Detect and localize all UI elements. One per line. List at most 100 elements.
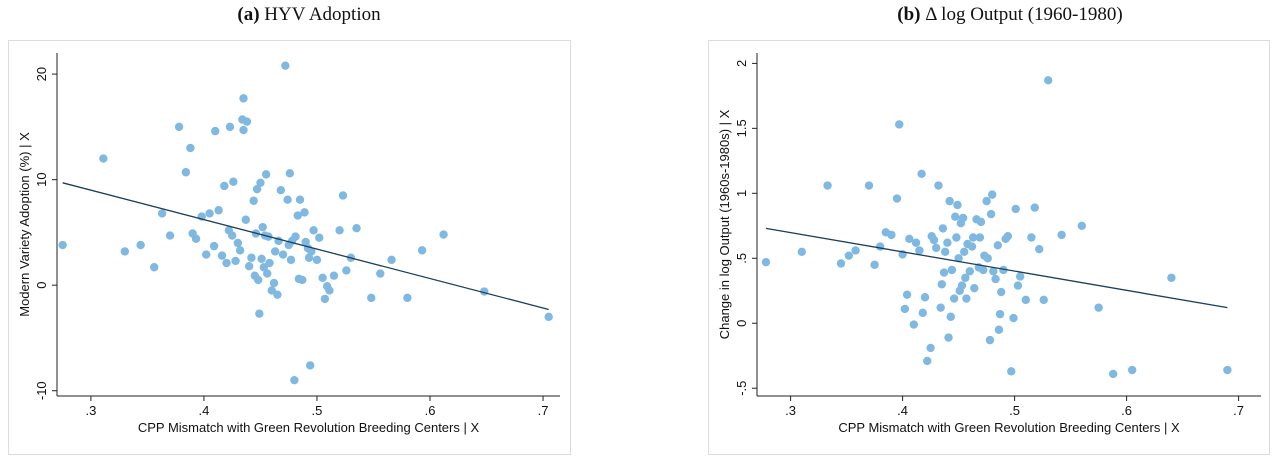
scatter-point [909, 320, 918, 329]
scatter-point [979, 265, 988, 275]
panel-b-title-text: Δ log Output (1960-1980) [925, 4, 1123, 25]
scatter-point [975, 233, 985, 242]
scatter-point [181, 168, 191, 177]
scatter-point [387, 255, 396, 265]
scatter-point [1016, 272, 1025, 281]
scatter-point [295, 195, 305, 204]
scatter-point [996, 287, 1006, 297]
scatter-point [286, 255, 296, 265]
scatter-point [895, 120, 904, 129]
scatter-point [965, 267, 974, 276]
scatter-point [342, 266, 351, 275]
scatter-point [291, 232, 300, 241]
panel-a-title: (a) HYV Adoption [179, 4, 439, 26]
scatter-point [222, 258, 231, 268]
panel-b-title: (b) Δ log Output (1960-1980) [810, 4, 1210, 26]
x-tick-label: .4 [897, 403, 908, 418]
scatter-point [242, 117, 252, 126]
scatter-point [1011, 204, 1020, 214]
scatter-point [202, 250, 211, 259]
scatter-point [229, 177, 238, 186]
scatter-point [823, 181, 832, 190]
y-tick-label: 1.5 [734, 119, 749, 137]
scatter-point [320, 294, 330, 304]
x-axis-label: CPP Mismatch with Green Revolution Breed… [838, 420, 1180, 435]
scatter-point [947, 265, 957, 275]
y-tick-label: 2 [734, 60, 749, 67]
scatter-point [99, 154, 108, 163]
scatter-point [1035, 244, 1044, 254]
scatter-point [352, 223, 361, 233]
scatter-point [278, 250, 288, 259]
scatter-point [960, 247, 969, 256]
scatter-point [244, 261, 254, 271]
scatter-point [263, 269, 272, 278]
scatter-point [276, 186, 286, 195]
scatter-point [999, 265, 1008, 275]
scatter-point [329, 271, 339, 280]
scatter-point [285, 169, 295, 178]
scatter-point [298, 275, 307, 285]
scatter-point [315, 233, 324, 242]
scatter-point [911, 238, 921, 247]
scatter-point [228, 231, 237, 240]
y-tick-label: 1 [734, 190, 749, 197]
scatter-point [269, 278, 279, 288]
y-tick-label: -.5 [734, 381, 749, 396]
scatter-point [1007, 367, 1016, 376]
scatter-point [1021, 295, 1030, 305]
y-tick-label: 0 [734, 320, 749, 327]
scatter-point [937, 280, 946, 289]
scatter-point [257, 254, 266, 263]
scatter-point [905, 234, 914, 243]
scatter-point [887, 230, 896, 240]
scatter-point [367, 293, 376, 303]
scatter-point [191, 234, 201, 243]
scatter-point [290, 375, 299, 385]
scatter-point [967, 242, 977, 251]
scatter-point [1167, 273, 1176, 282]
scatter-point [918, 308, 927, 318]
scatter-point [926, 343, 935, 353]
scatter-point [1128, 365, 1137, 375]
chart-a-svg: .3 .4 .5 .6 .7 -10 0 10 20 CPP Mismatch with Gree… [17, 53, 560, 435]
scatter-point [986, 209, 996, 219]
scatter-point [283, 195, 292, 204]
scatter-point [249, 196, 258, 205]
scatter-point [270, 247, 280, 256]
scatter-point [1009, 313, 1018, 323]
scatter-point [844, 251, 854, 260]
scatter-point [1094, 303, 1103, 312]
scatter-point [917, 169, 926, 179]
scatter-point [920, 293, 930, 302]
panel-b-tag: (b) [897, 4, 921, 25]
scatter-point [265, 258, 274, 268]
scatter-point [211, 126, 220, 136]
scatter-point [968, 233, 978, 242]
scatter-point [1223, 365, 1232, 375]
scatter-point [233, 238, 243, 248]
scatter-point [273, 290, 282, 299]
scatter-point [943, 238, 952, 247]
scatter-point [225, 122, 235, 132]
scatter-point [976, 217, 986, 227]
scatter-point [120, 247, 130, 256]
scatter-point [1013, 281, 1023, 290]
scatter-point [876, 242, 885, 251]
fit-line [62, 182, 549, 311]
scatter-point [247, 253, 256, 262]
y-tick-label: 20 [34, 67, 49, 81]
scatter-point [902, 290, 912, 299]
scatter-point [961, 273, 970, 282]
scatter-point [261, 170, 271, 179]
scatter-point [954, 254, 963, 263]
x-axis-label: CPP Mismatch with Green Revolution Breed… [138, 420, 480, 435]
scatter-point [939, 268, 949, 277]
scatter-point [301, 237, 310, 247]
scatter-point [797, 247, 806, 256]
scatter-point [300, 208, 309, 217]
x-tick-label: .4 [199, 403, 210, 418]
scatter-point [335, 226, 344, 235]
scatter-point [165, 231, 175, 240]
scatter-point [239, 94, 248, 103]
